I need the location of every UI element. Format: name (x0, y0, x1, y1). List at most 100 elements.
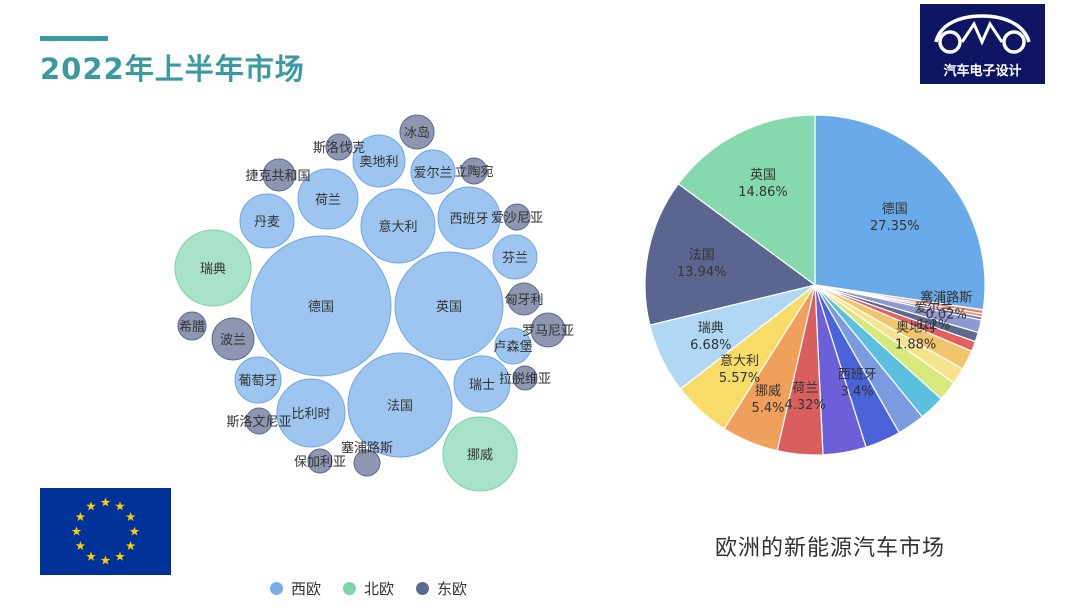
bubble-27[interactable] (512, 365, 538, 391)
pie-value-16: 5.4% (751, 401, 784, 416)
bubble-label-8: 挪威 (467, 448, 493, 463)
bubble-label-25: 爱沙尼亚 (491, 211, 543, 226)
pie-label-15: 荷兰 (792, 381, 818, 396)
bubble-label-5: 意大利 (378, 219, 417, 235)
bubble-label-7: 瑞典 (200, 262, 226, 277)
legend-label-north: 北欧 (364, 580, 395, 598)
bubble-23[interactable] (325, 133, 353, 161)
bubble-13[interactable] (410, 149, 456, 195)
flag-star (129, 526, 140, 536)
bubble-label-24: 立陶宛 (454, 164, 493, 180)
pie-value-20: 14.86% (738, 185, 788, 200)
bubble-label-29: 保加利亚 (294, 455, 346, 470)
page-title: 2022年上半年市场 (40, 52, 305, 86)
bubble-28[interactable] (353, 449, 381, 477)
bubble-chart: 德国 英国 法国 比利时 意大利 西班牙 瑞典 挪威 荷兰 瑞士 丹麦 奥地利 爱尔兰 芬兰 葡萄牙 卢森堡 波… (160, 110, 600, 500)
pie-label-8: 奥地利 (896, 321, 935, 336)
pie-value-19: 13.94% (677, 265, 727, 280)
pie-label-17: 意大利 (720, 353, 759, 369)
car-outline-icon (934, 14, 1031, 54)
bubble-8[interactable] (442, 416, 518, 492)
bubble-16[interactable] (494, 327, 532, 365)
title-accent-bar (40, 36, 108, 41)
bubble-label-13: 爱尔兰 (413, 166, 452, 181)
bubble-legend: 西欧 北欧 东欧 (270, 578, 467, 599)
bubble-20[interactable] (530, 312, 566, 348)
flag-star (75, 512, 86, 521)
pie-label-0: 德国 (882, 202, 908, 217)
pie-label-1: 塞浦路斯 (920, 290, 972, 306)
bubble-label-14: 芬兰 (502, 251, 528, 266)
pie-value-17: 5.57% (719, 371, 760, 386)
bubble-label-18: 冰岛 (404, 125, 430, 141)
bubble-label-19: 匈牙利 (504, 293, 543, 308)
bubble-15[interactable] (234, 356, 282, 404)
bubble-12[interactable] (352, 134, 406, 188)
logo-text: 汽车电子设计 (943, 64, 1022, 79)
bubble-label-23: 斯洛伐克 (313, 141, 365, 156)
pie-value-1: 0.02% (926, 308, 967, 323)
legend-item-north[interactable]: 北欧 (343, 578, 394, 599)
bubble-24[interactable] (460, 157, 488, 185)
bubble-label-28: 塞浦路斯 (341, 440, 393, 456)
legend-dot-north (343, 582, 357, 595)
pie-slice-19[interactable] (644, 182, 817, 326)
bubble-label-20: 罗马尼亚 (522, 324, 574, 339)
bubble-4[interactable] (276, 378, 346, 448)
bubble-11[interactable] (239, 193, 295, 249)
flag-star (125, 512, 136, 521)
bubble-26[interactable] (245, 407, 273, 435)
bubble-label-9: 荷兰 (315, 193, 341, 208)
bubble-label-3: 法国 (387, 399, 413, 414)
pie-label-19: 法国 (689, 248, 715, 263)
bubble-label-22: 希腊 (179, 320, 205, 335)
bubble-label-15: 葡萄牙 (238, 374, 277, 389)
bubble-label-17: 波兰 (220, 333, 246, 348)
pie-chart: 德国 27.35% 塞浦路斯 0.02% 爱尔兰 1.2% 奥地利 1.88% 西班牙 3.4% 荷… (640, 110, 1000, 470)
bubble-label-2: 英国 (436, 300, 462, 315)
flag-star (75, 541, 86, 550)
brand-logo: 汽车电子设计 (920, 4, 1045, 84)
pie-value-0: 27.35% (870, 219, 920, 234)
pie-value-18: 6.68% (690, 338, 731, 353)
bubble-3[interactable] (347, 352, 453, 458)
bubble-label-12: 奥地利 (359, 155, 398, 170)
bubble-7[interactable] (174, 229, 252, 307)
bubble-17[interactable] (211, 317, 255, 361)
bubble-6[interactable] (437, 186, 501, 250)
legend-item-west[interactable]: 西欧 (270, 578, 321, 599)
bubble-18[interactable] (399, 114, 435, 150)
bubble-14[interactable] (492, 234, 538, 280)
flag-star (86, 501, 96, 511)
bubble-19[interactable] (507, 282, 541, 316)
flag-star (125, 541, 136, 550)
pie-value-5: 1.2% (917, 318, 950, 333)
flag-star (100, 497, 111, 507)
pie-label-20: 英国 (750, 168, 776, 183)
pie-value-15: 4.32% (785, 398, 826, 413)
bubble-25[interactable] (503, 203, 531, 231)
legend-dot-east (416, 582, 430, 595)
pie-slice-0[interactable] (814, 114, 986, 311)
bubble-9[interactable] (297, 168, 359, 230)
pie-chart-svg: 德国 27.35% 塞浦路斯 0.02%爱尔兰 1.2%奥地利 1.88% 西班牙 3.4% 荷… (644, 114, 986, 456)
bubble-22[interactable] (177, 311, 207, 341)
bubble-label-11: 丹麦 (254, 215, 280, 230)
bubble-1[interactable] (250, 235, 392, 377)
pie-slice-20[interactable] (677, 114, 816, 287)
legend-item-east[interactable]: 东欧 (416, 578, 467, 599)
bubble-10[interactable] (453, 355, 511, 413)
bubble-5[interactable] (360, 188, 436, 264)
bubble-2[interactable] (394, 251, 504, 361)
pie-value-8: 1.88% (895, 338, 936, 353)
pie-label-18: 瑞典 (698, 321, 724, 336)
bubble-29[interactable] (307, 448, 333, 474)
bubble-21[interactable] (262, 158, 296, 192)
pie-label-5: 爱尔兰 (914, 301, 953, 316)
bubble-label-26: 斯洛文尼亚 (226, 415, 291, 430)
bubble-label-6: 西班牙 (449, 212, 488, 227)
bubble-label-1: 德国 (308, 300, 334, 315)
flag-star (115, 551, 125, 561)
pie-label-13: 西班牙 (838, 368, 877, 383)
